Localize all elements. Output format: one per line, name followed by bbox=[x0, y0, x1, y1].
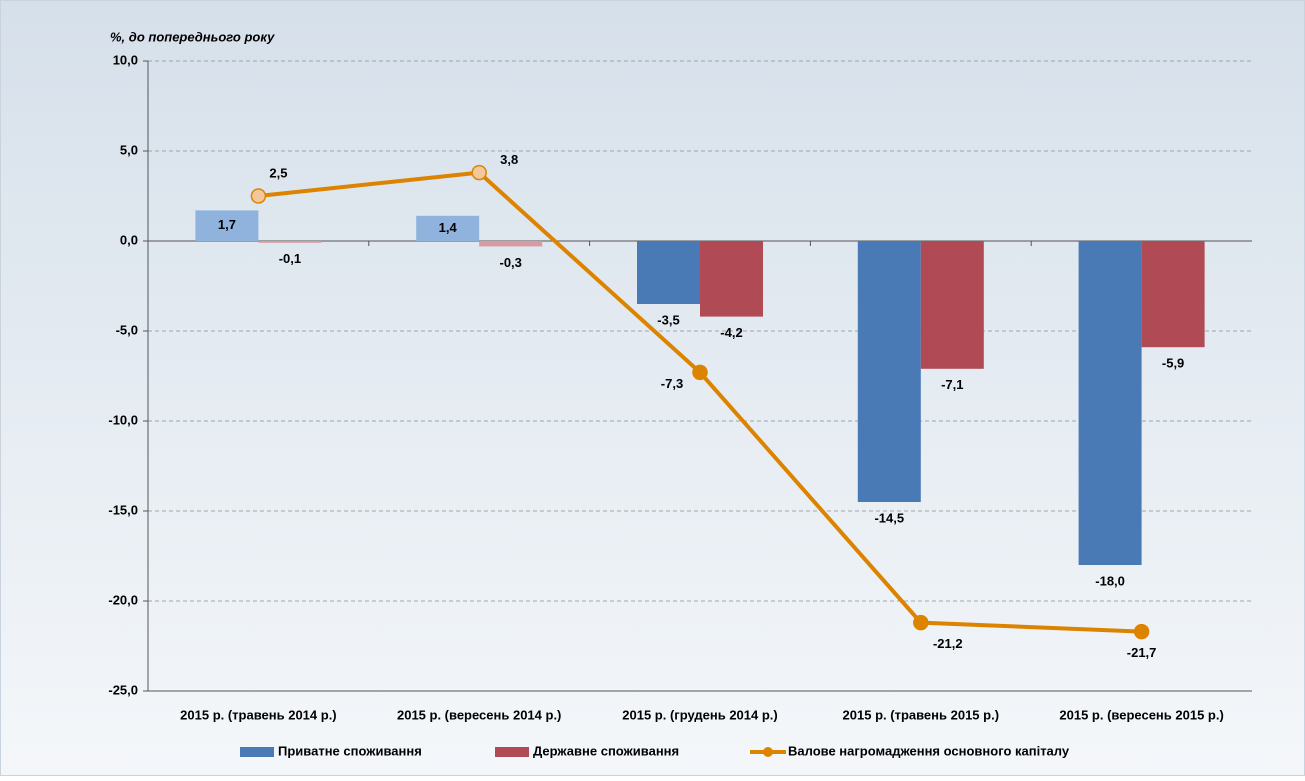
x-tick-label: 2015 р. (вересень 2015 р.) bbox=[1059, 707, 1223, 722]
bar bbox=[416, 215, 480, 241]
bar bbox=[1141, 241, 1205, 348]
data-label: 2,5 bbox=[269, 165, 287, 180]
data-label: -7,3 bbox=[661, 376, 683, 391]
y-tick-label: 0,0 bbox=[120, 232, 138, 247]
data-label: -21,2 bbox=[933, 636, 963, 651]
y-tick-label: 10,0 bbox=[113, 52, 138, 67]
x-tick-label: 2015 р. (травень 2015 р.) bbox=[843, 707, 999, 722]
data-label: -14,5 bbox=[874, 510, 904, 525]
y-tick-label: -5,0 bbox=[116, 322, 138, 337]
x-tick-label: 2015 р. (вересень 2014 р.) bbox=[397, 707, 561, 722]
data-label: 1,7 bbox=[218, 217, 236, 232]
legend-swatch bbox=[495, 747, 529, 757]
y-tick-label: -20,0 bbox=[108, 592, 138, 607]
y-axis-label: %, до попереднього року bbox=[110, 29, 275, 44]
data-label: -0,3 bbox=[499, 255, 521, 270]
bar bbox=[920, 241, 984, 369]
x-tick-label: 2015 р. (грудень 2014 р.) bbox=[622, 707, 777, 722]
data-label: -0,1 bbox=[279, 251, 301, 266]
legend-label: Державне споживання bbox=[533, 743, 679, 758]
bar bbox=[700, 241, 763, 317]
line-marker bbox=[913, 614, 929, 631]
data-label: 1,4 bbox=[439, 220, 458, 235]
data-label: 3,8 bbox=[500, 152, 518, 167]
bar bbox=[479, 241, 543, 247]
data-label: -5,9 bbox=[1162, 356, 1184, 371]
bar bbox=[637, 241, 700, 304]
data-label: -3,5 bbox=[657, 312, 679, 327]
bar bbox=[1078, 241, 1142, 565]
y-tick-label: 5,0 bbox=[120, 142, 138, 157]
line-marker bbox=[692, 364, 708, 381]
line-marker bbox=[471, 164, 487, 181]
bar bbox=[195, 210, 259, 241]
line-marker bbox=[1133, 623, 1150, 640]
bar bbox=[857, 241, 921, 502]
data-label: -21,7 bbox=[1127, 645, 1157, 660]
data-label: -18,0 bbox=[1095, 573, 1125, 588]
legend-swatch bbox=[763, 747, 773, 757]
y-tick-label: -25,0 bbox=[108, 682, 138, 697]
bar bbox=[258, 241, 322, 243]
x-tick-label: 2015 р. (травень 2014 р.) bbox=[180, 707, 336, 722]
data-label: -4,2 bbox=[720, 325, 742, 340]
legend-swatch bbox=[240, 747, 274, 757]
legend-label: Приватне споживання bbox=[278, 743, 422, 758]
y-tick-label: -15,0 bbox=[108, 502, 138, 517]
y-tick-label: -10,0 bbox=[108, 412, 138, 427]
legend-label: Валове нагромадження основного капіталу bbox=[788, 743, 1070, 758]
data-label: -7,1 bbox=[941, 377, 963, 392]
line-marker bbox=[250, 188, 267, 204]
